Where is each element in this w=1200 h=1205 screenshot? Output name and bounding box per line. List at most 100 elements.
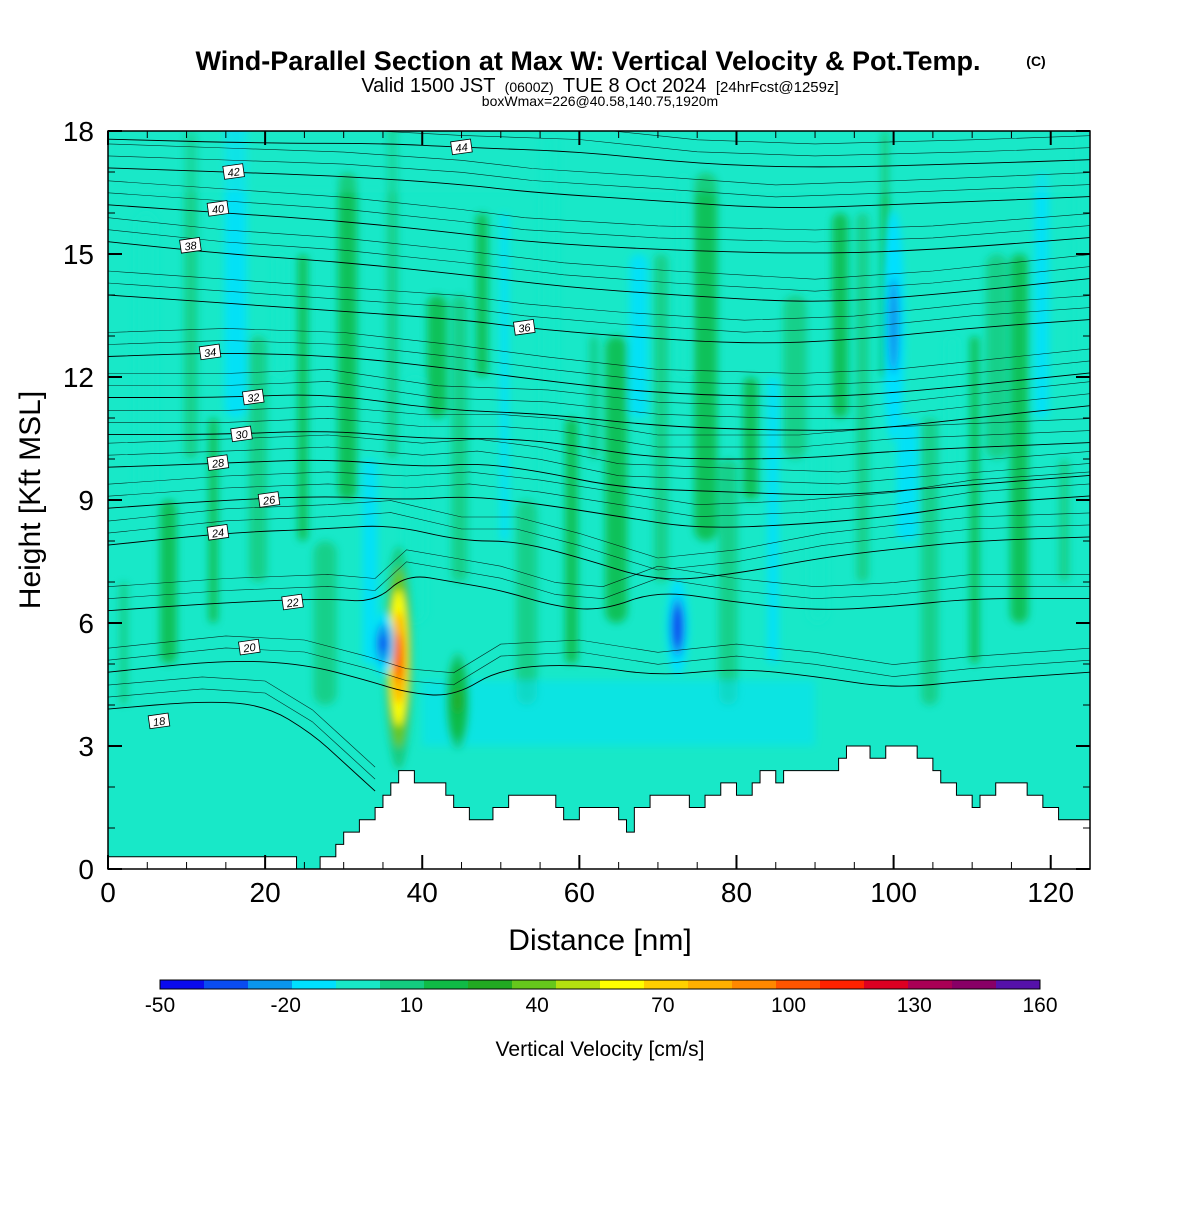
theta-contour-minor: [108, 217, 1090, 280]
field-streak: [629, 254, 648, 418]
colorbar-tick-label: 10: [400, 994, 423, 1017]
y-tick-label: 6: [78, 608, 94, 639]
y-tick-label: 3: [78, 731, 94, 762]
subtitle-valid: Valid 1500 JST: [361, 75, 495, 97]
theta-label-box: [179, 237, 202, 254]
field-streak: [565, 418, 579, 664]
x-tick-label: 40: [407, 877, 438, 908]
low-level-band: [422, 680, 816, 746]
theta-contour-minor: [108, 381, 1090, 419]
theta-label-22: 22: [281, 593, 304, 610]
field-streak: [273, 254, 288, 377]
field-streak: [1059, 459, 1070, 582]
field-streak: [896, 418, 918, 541]
field-streak: [500, 213, 509, 541]
chart-subtitle: Valid 1500 JST (0600Z) TUE 8 Oct 2024 [2…: [361, 75, 838, 97]
theta-contour-minor: [108, 688, 376, 780]
theta-label-20: 20: [238, 638, 261, 656]
colorbar-label: Vertical Velocity [cm/s]: [496, 1038, 705, 1061]
y-tick-label: 15: [63, 239, 94, 270]
y-tick-label: 18: [63, 116, 94, 147]
updraft-layer: [453, 688, 462, 713]
theta-label-text: 26: [261, 494, 277, 508]
theta-label-text: 18: [152, 715, 167, 729]
theta-label-text: 44: [455, 142, 469, 156]
colorbar: [159, 979, 1041, 990]
field-streak: [297, 254, 308, 541]
subtitle-date: TUE 8 Oct 2024: [563, 75, 706, 97]
theta-label-box: [513, 319, 536, 336]
colorbar-swatch: [204, 980, 249, 989]
field-streak: [807, 295, 828, 623]
colorbar-swatch: [952, 980, 997, 989]
theta-label-24: 24: [206, 524, 230, 541]
theta-contour-34: [108, 352, 1090, 397]
field-streak: [516, 500, 538, 705]
theta-contour-minor: [108, 676, 376, 768]
subtitle-forecast: [24hrFcst@1259z]: [716, 79, 839, 96]
colorbar-swatch: [996, 980, 1041, 989]
theta-contour-minor: [108, 340, 1090, 386]
colorbar-swatch: [864, 980, 909, 989]
colorbar-swatch: [556, 980, 601, 989]
field-streak: [767, 377, 779, 664]
upper-band: [108, 131, 1090, 193]
theta-label-text: 30: [235, 428, 250, 442]
theta-label-text: 38: [184, 240, 199, 254]
field-streak: [313, 541, 337, 705]
colorbar-swatch: [820, 980, 865, 989]
colorbar-swatch: [160, 980, 205, 989]
chart-title: Wind-Parallel Section at Max W: Vertical…: [196, 46, 981, 76]
y-tick-label: 0: [78, 854, 94, 885]
theta-contour-44: [108, 138, 1090, 168]
x-tick-label: 120: [1027, 877, 1074, 908]
subtitle-utc: (0600Z): [505, 79, 554, 95]
field-streak: [184, 131, 198, 459]
axis-ticks: [107, 130, 1091, 870]
theta-contour-minor: [108, 483, 1090, 518]
theta-label-box: [238, 638, 261, 656]
field-streak: [362, 459, 378, 664]
field-texture: [108, 131, 1090, 746]
field-streak: [135, 213, 157, 500]
field-streak: [249, 336, 268, 582]
field-streak: [1010, 254, 1029, 623]
theta-contour-minor: [108, 229, 1090, 292]
theta-label-36: 36: [513, 319, 536, 336]
theta-contour-36: [108, 294, 1090, 344]
field-streak: [985, 254, 1008, 459]
x-tick-labels: 0 20 40 60 80 100 120: [100, 877, 1074, 908]
field-streak: [402, 377, 427, 623]
theta-label-box: [206, 200, 230, 217]
theta-contour-18: [108, 701, 376, 792]
updraft-core-layer: [394, 633, 404, 683]
theta-contour-minor: [108, 434, 1090, 473]
colorbar-frame: [159, 979, 1041, 990]
field-streak: [856, 213, 869, 582]
theta-contour-minor: [108, 155, 1090, 198]
theta-label-box: [198, 343, 222, 361]
field-streak: [159, 500, 177, 664]
theta-contour-minor: [108, 446, 1090, 485]
theta-label-28: 28: [206, 454, 230, 471]
field-streak: [654, 254, 669, 582]
title-mark: (C): [1026, 53, 1045, 69]
field-streak: [605, 336, 628, 623]
x-tick-label: 0: [100, 877, 116, 908]
theta-contour-minor: [108, 405, 1090, 436]
theta-contour-minor: [108, 500, 1090, 559]
theta-label-text: 20: [242, 642, 258, 656]
theta-contour-minor: [108, 635, 1090, 674]
theta-label-42: 42: [222, 163, 245, 180]
terrain: [108, 745, 1090, 869]
colorbar-swatch: [424, 980, 469, 989]
theta-contour-minor: [610, 131, 1090, 145]
field-streak: [119, 582, 128, 705]
colorbar-swatch: [468, 980, 513, 989]
chart-subtitle-2: boxWmax=226@40.58,140.75,1920m: [482, 93, 718, 109]
y-tick-label: 9: [78, 485, 94, 516]
field-streak: [718, 459, 738, 705]
theta-contour-minor: [108, 143, 1090, 186]
